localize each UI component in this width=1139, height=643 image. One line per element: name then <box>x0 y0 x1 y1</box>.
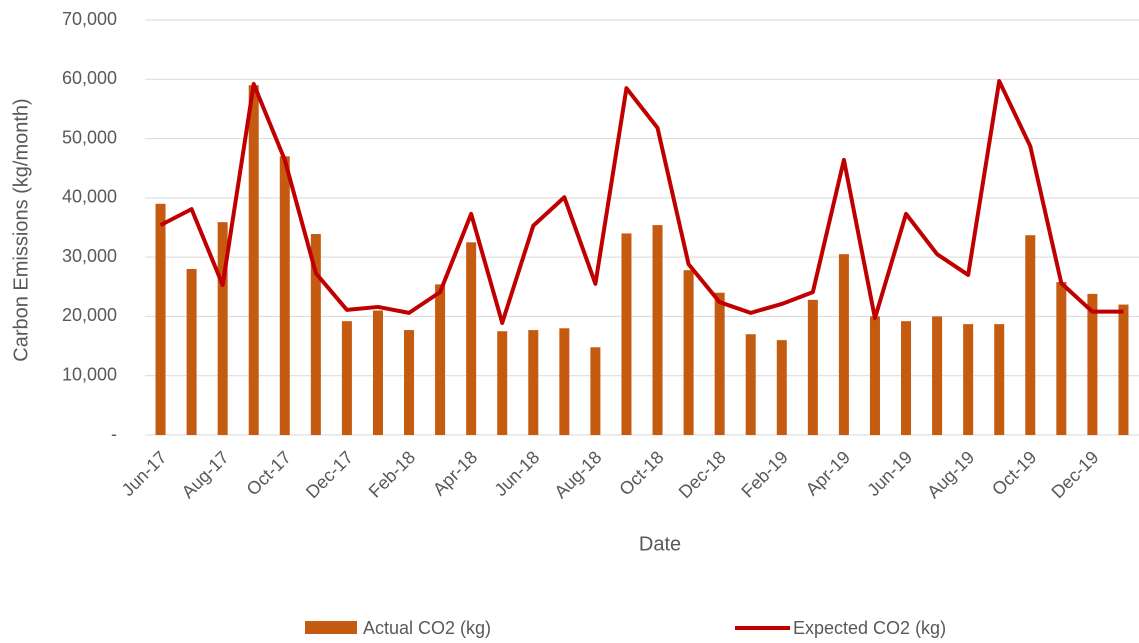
y-tick-label: 30,000 <box>62 246 117 266</box>
y-axis-title: Carbon Emissions (kg/month) <box>10 98 32 361</box>
y-tick-label: 40,000 <box>62 187 117 207</box>
y-tick-label: 10,000 <box>62 364 117 384</box>
bar <box>310 234 321 435</box>
bar <box>1087 293 1098 435</box>
x-tick-label: Aug-18 <box>550 447 605 502</box>
bar <box>994 324 1005 435</box>
line <box>159 79 1124 325</box>
x-tick-label: Aug-17 <box>178 447 233 502</box>
legend-swatch <box>305 621 357 634</box>
x-tick-label: Jun-19 <box>863 447 916 500</box>
y-tick-label: 50,000 <box>62 127 117 147</box>
x-tick-label: Oct-18 <box>615 447 667 499</box>
bar <box>901 321 912 435</box>
x-tick-label: Apr-18 <box>429 447 481 499</box>
bar <box>341 321 352 435</box>
bar <box>217 222 228 435</box>
bar <box>1056 282 1067 435</box>
legend-label: Actual CO2 (kg) <box>363 618 491 638</box>
y-tick-label: 70,000 <box>62 9 117 29</box>
y-tick-label: - <box>111 424 117 444</box>
x-tick-label: Feb-19 <box>737 447 791 501</box>
bar <box>807 299 818 435</box>
bar <box>1118 304 1129 435</box>
bar <box>466 242 477 435</box>
x-tick-label: Dec-18 <box>675 447 730 502</box>
legend-label: Expected CO2 (kg) <box>793 618 946 638</box>
bar <box>248 85 259 435</box>
bar <box>683 270 694 435</box>
bar <box>372 310 383 435</box>
bar <box>559 328 570 435</box>
bar <box>435 284 446 435</box>
x-tick-label: Jun-17 <box>118 447 171 500</box>
x-tick-label: Aug-19 <box>923 447 978 502</box>
x-axis-title: Date <box>639 533 681 555</box>
y-tick-label: 60,000 <box>62 68 117 88</box>
x-tick-label: Oct-19 <box>988 447 1040 499</box>
x-tick-label: Dec-17 <box>302 447 357 502</box>
bar <box>776 340 787 435</box>
bar <box>621 233 632 435</box>
bar <box>528 330 539 435</box>
x-tick-label: Jun-18 <box>490 447 543 500</box>
x-tick-label: Dec-19 <box>1047 447 1102 502</box>
bar <box>186 269 197 435</box>
bar <box>497 331 508 435</box>
x-tick-label: Oct-17 <box>243 447 295 499</box>
bar <box>745 334 756 435</box>
bar <box>714 292 725 435</box>
y-tick-label: 20,000 <box>62 305 117 325</box>
x-tick-label: Apr-19 <box>802 447 854 499</box>
bar <box>404 330 415 435</box>
bar <box>155 203 166 435</box>
bar <box>590 347 601 435</box>
bar <box>963 324 974 435</box>
bar <box>279 156 290 435</box>
bar <box>932 316 943 435</box>
bar <box>652 225 663 435</box>
bar <box>1025 235 1036 435</box>
x-tick-label: Feb-18 <box>365 447 419 501</box>
bar <box>869 316 880 435</box>
bar <box>838 254 849 435</box>
